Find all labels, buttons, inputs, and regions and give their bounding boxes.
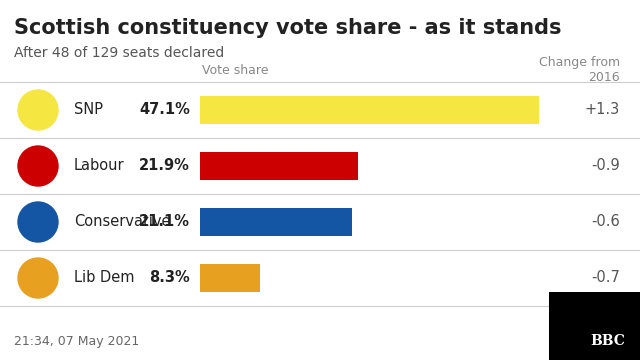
Text: 8.3%: 8.3% [149, 270, 190, 285]
Text: Conservative: Conservative [74, 215, 170, 230]
Text: 21:34, 07 May 2021: 21:34, 07 May 2021 [14, 335, 140, 348]
Bar [200, 96, 539, 124]
Text: BBC: BBC [591, 334, 625, 348]
Bar [200, 208, 352, 236]
Text: 21.1%: 21.1% [139, 215, 190, 230]
Text: +1.3: +1.3 [585, 103, 620, 117]
Bar [200, 152, 358, 180]
Text: 21.9%: 21.9% [139, 158, 190, 174]
Circle shape [18, 146, 58, 186]
Text: -0.7: -0.7 [591, 270, 620, 285]
Text: Vote share: Vote share [202, 64, 268, 77]
Text: -0.6: -0.6 [591, 215, 620, 230]
Circle shape [18, 90, 58, 130]
Text: Labour: Labour [74, 158, 125, 174]
Text: Change from
2016: Change from 2016 [539, 56, 620, 84]
Text: -0.9: -0.9 [591, 158, 620, 174]
Bar [200, 264, 260, 292]
Text: 47.1%: 47.1% [139, 103, 190, 117]
Circle shape [18, 202, 58, 242]
Text: Lib Dem: Lib Dem [74, 270, 134, 285]
Circle shape [18, 258, 58, 298]
Text: SNP: SNP [74, 103, 103, 117]
Text: Scottish constituency vote share - as it stands: Scottish constituency vote share - as it… [14, 18, 561, 38]
Text: After 48 of 129 seats declared: After 48 of 129 seats declared [14, 46, 224, 60]
